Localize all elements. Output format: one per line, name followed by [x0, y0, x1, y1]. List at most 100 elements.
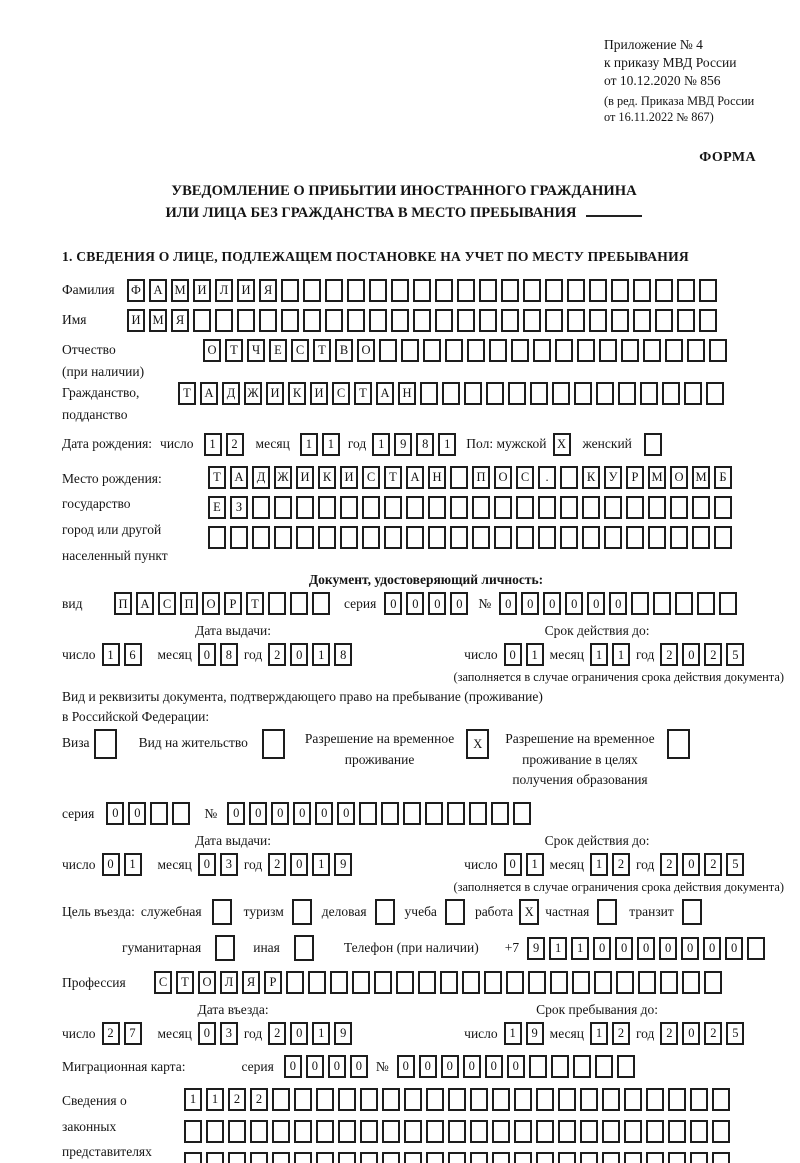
char-box[interactable]: [428, 525, 446, 549]
char-box[interactable]: О: [202, 592, 220, 616]
char-box[interactable]: [643, 338, 661, 362]
char-box[interactable]: [714, 525, 732, 549]
char-box[interactable]: Р: [626, 465, 644, 489]
char-box[interactable]: [312, 592, 330, 616]
char-box[interactable]: [362, 495, 380, 519]
char-box[interactable]: [360, 1088, 378, 1112]
char-box[interactable]: И: [237, 278, 255, 302]
char-box[interactable]: 0: [484, 1055, 503, 1079]
char-box[interactable]: [230, 525, 248, 549]
char-box[interactable]: 0: [681, 936, 700, 960]
char-box[interactable]: [303, 278, 321, 302]
char-box[interactable]: [675, 592, 694, 616]
char-box[interactable]: [384, 495, 402, 519]
char-box[interactable]: Б: [714, 465, 732, 489]
char-box[interactable]: [325, 278, 343, 302]
char-box[interactable]: [420, 381, 438, 405]
char-box[interactable]: Т: [225, 338, 243, 362]
char-box[interactable]: 2: [660, 643, 679, 667]
char-box[interactable]: [391, 278, 409, 302]
char-box[interactable]: X: [552, 432, 571, 456]
char-box[interactable]: П: [180, 592, 198, 616]
char-box[interactable]: 0: [462, 1055, 481, 1079]
char-box[interactable]: [712, 1088, 730, 1112]
char-box[interactable]: [274, 525, 292, 549]
char-box[interactable]: 0: [682, 1022, 701, 1046]
char-box[interactable]: [450, 465, 468, 489]
char-box[interactable]: О: [203, 338, 221, 362]
char-box[interactable]: 0: [428, 592, 447, 616]
char-box[interactable]: [418, 971, 436, 995]
char-box[interactable]: [618, 381, 636, 405]
char-box[interactable]: [435, 308, 453, 332]
char-box[interactable]: 2: [704, 1022, 723, 1046]
char-box[interactable]: [594, 1055, 613, 1079]
char-box[interactable]: 1: [206, 1088, 224, 1112]
char-box[interactable]: Р: [264, 971, 282, 995]
char-box[interactable]: [472, 525, 490, 549]
char-box[interactable]: [406, 495, 424, 519]
char-box[interactable]: [626, 525, 644, 549]
char-box[interactable]: [457, 278, 475, 302]
char-box[interactable]: [662, 381, 680, 405]
char-box[interactable]: 1: [589, 643, 608, 667]
char-box[interactable]: 0: [283, 1055, 302, 1079]
char-box[interactable]: 0: [587, 592, 606, 616]
char-box[interactable]: [712, 1152, 730, 1163]
char-box[interactable]: 1: [589, 1022, 608, 1046]
char-box[interactable]: [413, 278, 431, 302]
char-box[interactable]: [381, 802, 400, 826]
char-box[interactable]: [648, 495, 666, 519]
char-box[interactable]: [382, 1152, 400, 1163]
char-box[interactable]: [536, 1152, 554, 1163]
char-box[interactable]: 7: [123, 1022, 142, 1046]
char-box[interactable]: [602, 1152, 620, 1163]
char-box[interactable]: Т: [384, 465, 402, 489]
char-box[interactable]: [580, 1088, 598, 1112]
char-box[interactable]: [479, 308, 497, 332]
char-box[interactable]: [291, 899, 312, 926]
char-box[interactable]: Е: [269, 338, 287, 362]
char-box[interactable]: [250, 1120, 268, 1144]
char-box[interactable]: [516, 525, 534, 549]
char-box[interactable]: С: [362, 465, 380, 489]
char-box[interactable]: 0: [290, 853, 309, 877]
char-box[interactable]: 2: [268, 1022, 287, 1046]
char-box[interactable]: [648, 525, 666, 549]
char-box[interactable]: О: [198, 971, 216, 995]
char-box[interactable]: Т: [354, 381, 372, 405]
char-box[interactable]: [681, 899, 702, 926]
char-box[interactable]: [631, 592, 650, 616]
char-box[interactable]: [425, 802, 444, 826]
char-box[interactable]: 0: [418, 1055, 437, 1079]
char-box[interactable]: [464, 381, 482, 405]
char-box[interactable]: [362, 525, 380, 549]
char-box[interactable]: [228, 1152, 246, 1163]
char-box[interactable]: [211, 899, 232, 926]
char-box[interactable]: [533, 338, 551, 362]
char-box[interactable]: [514, 1088, 532, 1112]
char-box[interactable]: [294, 1088, 312, 1112]
char-box[interactable]: [646, 1088, 664, 1112]
char-box[interactable]: 0: [406, 592, 425, 616]
char-box[interactable]: [624, 1120, 642, 1144]
char-box[interactable]: [594, 971, 612, 995]
char-box[interactable]: 2: [660, 1022, 679, 1046]
char-box[interactable]: Н: [398, 381, 416, 405]
char-box[interactable]: [486, 381, 504, 405]
char-box[interactable]: [330, 971, 348, 995]
char-box[interactable]: [602, 1120, 620, 1144]
char-box[interactable]: [690, 1120, 708, 1144]
char-box[interactable]: [228, 1120, 246, 1144]
char-box[interactable]: [611, 278, 629, 302]
char-box[interactable]: 5: [726, 643, 745, 667]
char-box[interactable]: [552, 381, 570, 405]
char-box[interactable]: [599, 338, 617, 362]
char-box[interactable]: 0: [637, 936, 656, 960]
char-box[interactable]: [538, 495, 556, 519]
char-box[interactable]: [274, 495, 292, 519]
char-box[interactable]: [457, 308, 475, 332]
char-box[interactable]: У: [604, 465, 622, 489]
char-box[interactable]: [616, 971, 634, 995]
char-box[interactable]: [682, 971, 700, 995]
